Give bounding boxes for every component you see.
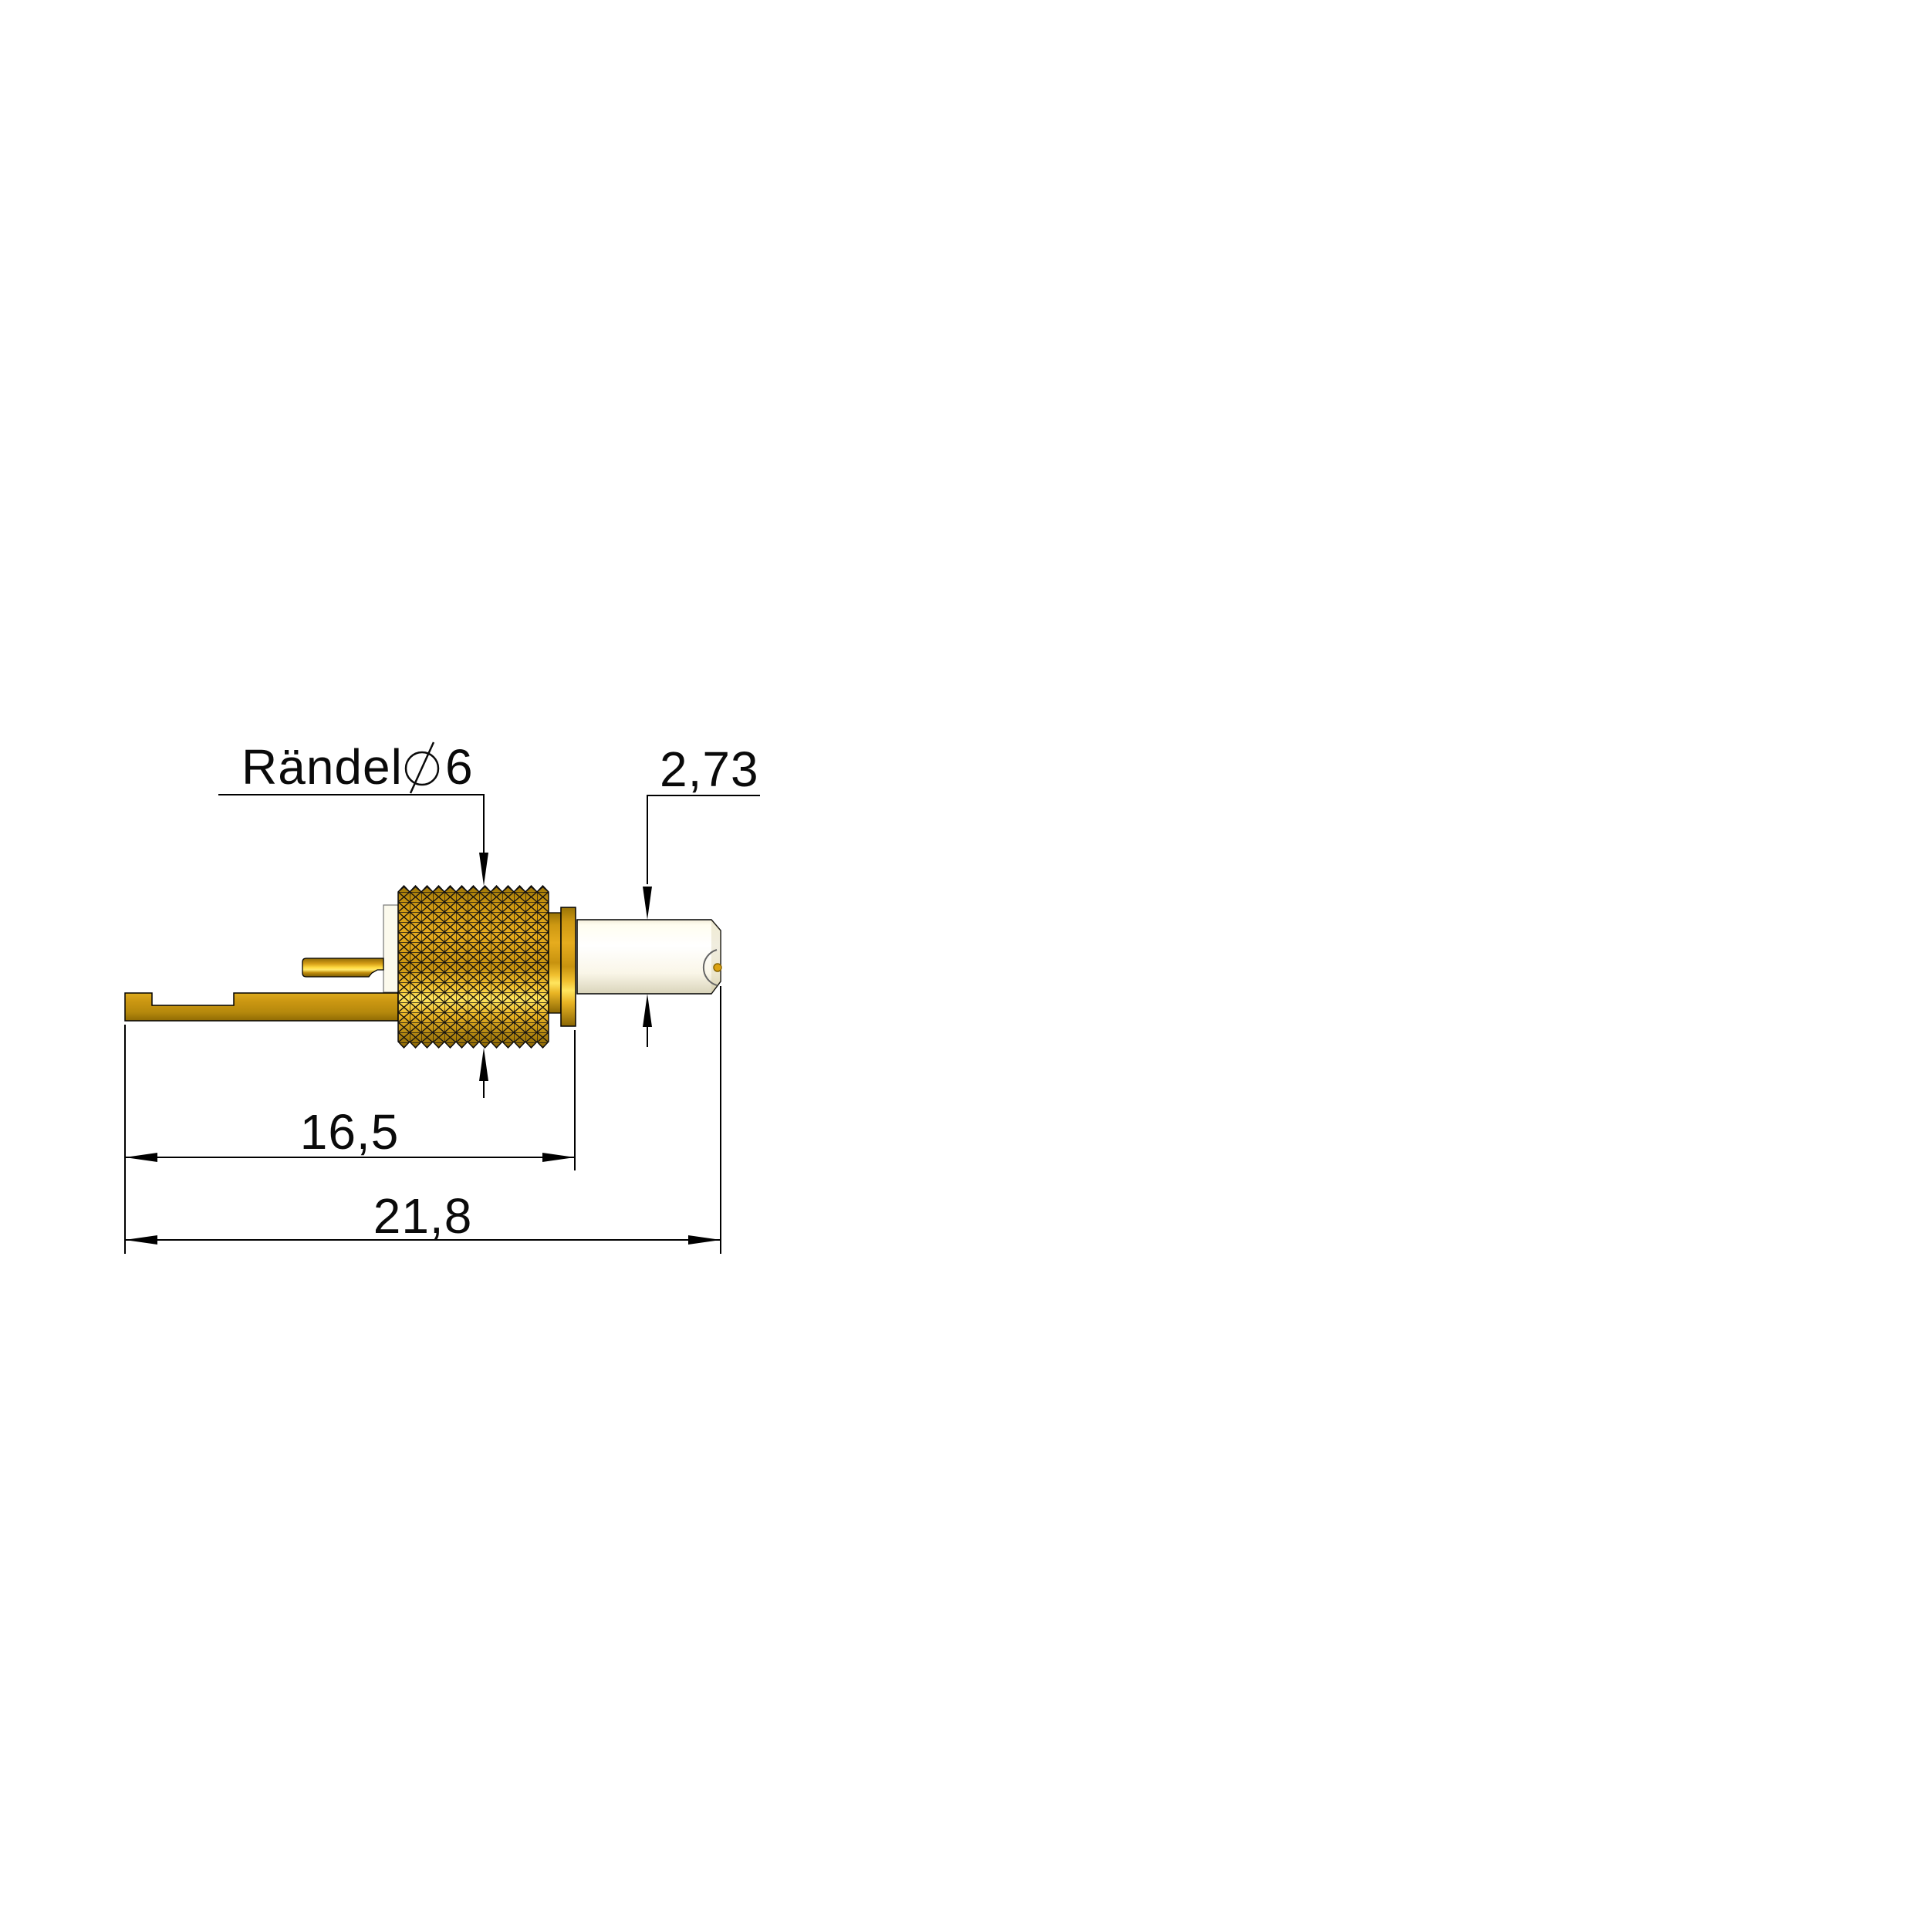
insulator-diameter-dimension: 2,73 bbox=[643, 741, 760, 1047]
knurl-label: Rändel bbox=[242, 739, 403, 795]
overall-length-value: 21,8 bbox=[373, 1188, 473, 1244]
overall-length-arrow-right bbox=[688, 1235, 721, 1245]
body-length-dimension: 16,5 bbox=[125, 1104, 575, 1162]
knurl-arrow-bottom bbox=[479, 1048, 488, 1081]
insulator-body bbox=[576, 919, 721, 995]
knurl-leader-line bbox=[218, 794, 485, 853]
insulator-arrow-bottom bbox=[643, 994, 652, 1027]
knurl-diameter-value: 6 bbox=[445, 739, 474, 795]
body-length-arrow-left bbox=[125, 1153, 157, 1162]
connector-side-view bbox=[124, 884, 722, 1049]
knurl-diameter-dimension: Rändel 6 bbox=[218, 739, 488, 1098]
knurl-crosshatch bbox=[398, 886, 549, 1048]
pcb-leg bbox=[124, 992, 399, 1022]
overall-length-arrow-left bbox=[125, 1235, 157, 1245]
center-pin bbox=[302, 958, 384, 978]
overall-length-dimension: 21,8 bbox=[125, 1188, 721, 1245]
contact-pin-tip bbox=[713, 963, 722, 972]
insulator-leader-line bbox=[647, 795, 760, 884]
insulator-recess-arc bbox=[702, 949, 718, 986]
body-length-arrow-right bbox=[542, 1153, 575, 1162]
dimensions: Rändel 6 2,73 16,5 bbox=[124, 739, 760, 1254]
diameter-icon bbox=[404, 741, 440, 794]
insulator-arrow-top bbox=[643, 887, 652, 920]
flange-ring bbox=[560, 907, 576, 1027]
insulator-diameter-value: 2,73 bbox=[660, 741, 759, 797]
insulator-sliver bbox=[383, 904, 399, 993]
insulator-chamfer bbox=[711, 920, 721, 994]
neck-ring bbox=[548, 912, 562, 1014]
body-length-value: 16,5 bbox=[300, 1104, 400, 1160]
knurl-arrow-top bbox=[479, 853, 488, 886]
